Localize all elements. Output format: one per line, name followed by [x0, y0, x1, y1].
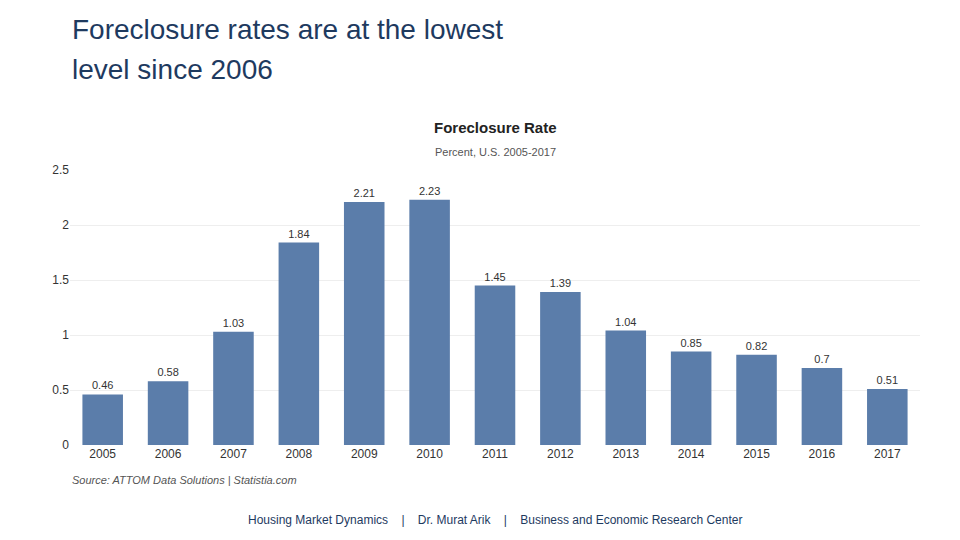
- svg-text:2.21: 2.21: [354, 187, 375, 199]
- svg-text:2005: 2005: [89, 447, 116, 461]
- svg-text:2007: 2007: [220, 447, 247, 461]
- svg-text:0: 0: [62, 438, 69, 452]
- svg-text:2008: 2008: [285, 447, 312, 461]
- svg-text:2: 2: [62, 218, 69, 232]
- svg-text:1: 1: [62, 328, 69, 342]
- svg-text:1.84: 1.84: [288, 228, 309, 240]
- svg-text:0.58: 0.58: [157, 366, 178, 378]
- svg-text:0.85: 0.85: [680, 337, 701, 349]
- svg-text:2009: 2009: [351, 447, 378, 461]
- svg-text:2014: 2014: [678, 447, 705, 461]
- svg-text:0.5: 0.5: [52, 383, 69, 397]
- svg-text:1.45: 1.45: [484, 271, 505, 283]
- svg-text:Housing Market Dynamics |: Housing Market Dynamics | Dr. Murat Arik…: [248, 513, 742, 527]
- svg-text:2006: 2006: [155, 447, 182, 461]
- svg-text:level since 2006: level since 2006: [72, 54, 273, 85]
- svg-text:2015: 2015: [743, 447, 770, 461]
- svg-text:Source: ATTOM Data Solutions |: Source: ATTOM Data Solutions | Statistia…: [72, 474, 297, 486]
- svg-text:0.7: 0.7: [814, 353, 829, 365]
- svg-text:2012: 2012: [547, 447, 574, 461]
- svg-text:0.46: 0.46: [92, 379, 113, 391]
- svg-text:2016: 2016: [809, 447, 836, 461]
- svg-text:1.39: 1.39: [550, 277, 571, 289]
- svg-text:2010: 2010: [416, 447, 443, 461]
- svg-text:2.5: 2.5: [52, 163, 69, 177]
- svg-text:2.23: 2.23: [419, 185, 440, 197]
- svg-text:2017: 2017: [874, 447, 901, 461]
- svg-text:0.51: 0.51: [877, 374, 898, 386]
- svg-text:2013: 2013: [612, 447, 639, 461]
- svg-text:1.5: 1.5: [52, 273, 69, 287]
- svg-text:2011: 2011: [482, 447, 508, 461]
- svg-text:0.82: 0.82: [746, 340, 767, 352]
- svg-text:1.03: 1.03: [223, 317, 244, 329]
- svg-text:Foreclosure Rate: Foreclosure Rate: [434, 119, 557, 136]
- svg-text:1.04: 1.04: [615, 316, 636, 328]
- svg-text:Foreclosure rates are at the l: Foreclosure rates are at the lowest: [72, 14, 503, 45]
- svg-text:Percent, U.S. 2005-2017: Percent, U.S. 2005-2017: [435, 146, 556, 158]
